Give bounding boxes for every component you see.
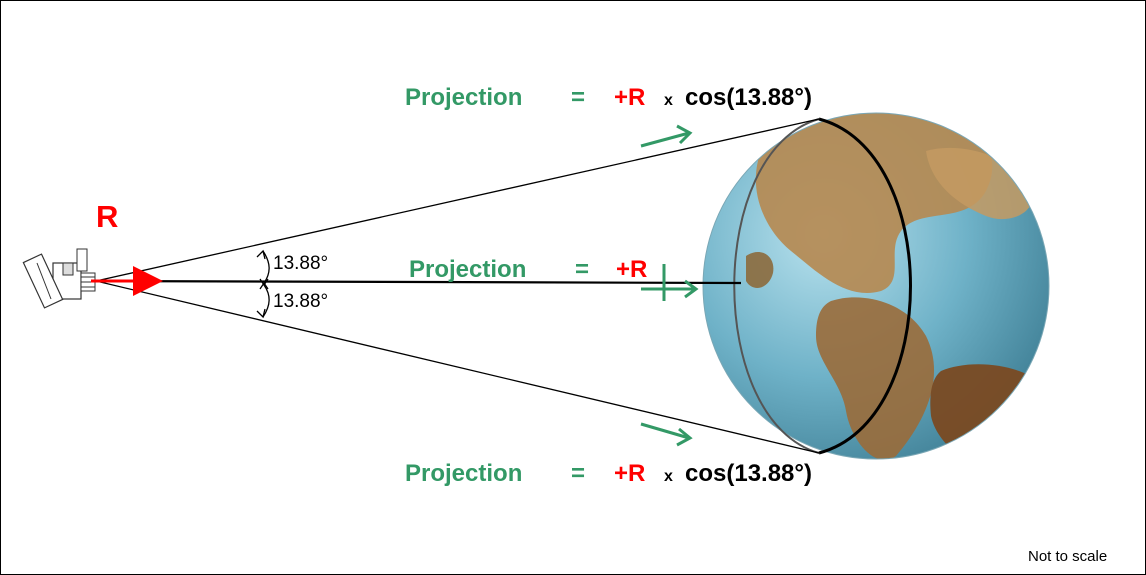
angle-label-upper: 13.88°: [273, 253, 328, 274]
cos-term: cos(13.88°): [685, 460, 812, 487]
line-of-sight-upper: [95, 118, 820, 282]
cos-term: cos(13.88°): [685, 84, 812, 111]
times-sign: x: [664, 468, 673, 485]
plus-r: +R: [616, 256, 647, 283]
plus-r: +R: [614, 460, 645, 487]
plus-r: +R: [614, 84, 645, 111]
green-arrow-lower: [640, 422, 693, 447]
angle-arc-upper: [262, 250, 270, 284]
satellite-icon: [22, 248, 96, 309]
vector-label: R: [96, 199, 118, 234]
land-west-coast: [746, 252, 774, 288]
green-arrow-upper: [640, 124, 693, 148]
projection-formula-bottom: Projection = +R x cos(13.88°): [405, 460, 812, 487]
equals-sign: =: [571, 460, 585, 487]
projection-formula-middle: Projection = +R: [409, 256, 647, 283]
earth-globe-icon: [702, 112, 1050, 460]
line-of-sight-lower: [95, 280, 820, 454]
projection-word: Projection: [405, 460, 522, 487]
times-sign: x: [664, 92, 673, 109]
green-arrow-center: [641, 264, 699, 301]
land-south-america: [930, 364, 1049, 459]
angle-arc-lower: [262, 284, 270, 318]
projection-word: Projection: [409, 256, 526, 283]
tangent-limb-ellipse: [733, 118, 820, 454]
projection-word: Projection: [405, 84, 522, 111]
equals-sign: =: [571, 84, 585, 111]
scale-note: Not to scale: [1028, 548, 1107, 565]
angle-label-lower: 13.88°: [273, 291, 328, 312]
projection-formula-top: Projection = +R x cos(13.88°): [405, 84, 812, 111]
equals-sign: =: [575, 256, 589, 283]
line-of-sight-center: [95, 279, 742, 285]
